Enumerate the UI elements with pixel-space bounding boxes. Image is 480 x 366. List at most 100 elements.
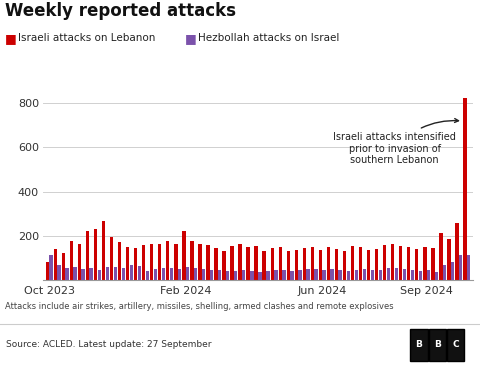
Bar [54,249,57,280]
Bar [46,262,49,280]
Bar [343,251,346,280]
Bar [451,262,455,280]
Bar [102,221,105,280]
Text: C: C [452,340,459,350]
Bar [274,270,277,280]
Bar [367,250,370,280]
Bar [323,270,326,280]
Bar [435,272,438,280]
Bar [246,247,250,280]
Bar [250,271,253,280]
Bar [282,270,286,280]
Bar [162,268,165,280]
Bar [94,229,97,280]
Bar [330,269,334,280]
Bar [271,248,274,280]
Bar [70,241,73,280]
Bar [110,237,113,280]
Bar [347,271,350,280]
Bar [459,255,462,280]
Bar [314,269,318,280]
FancyBboxPatch shape [429,329,446,361]
Bar [306,269,310,280]
Bar [319,250,322,280]
Bar [423,247,427,280]
Bar [97,270,101,280]
Bar [182,231,186,280]
Bar [335,249,338,280]
Bar [299,270,302,280]
Bar [89,268,93,280]
Bar [387,268,390,280]
Bar [206,244,210,280]
Bar [254,246,258,280]
Bar [456,223,459,280]
Bar [375,249,378,280]
Bar [146,271,149,280]
Bar [266,271,270,280]
Bar [351,246,354,280]
Bar [327,247,330,280]
Bar [49,255,53,280]
Bar [150,243,154,280]
Bar [234,271,238,280]
Bar [242,270,245,280]
Bar [338,270,342,280]
Bar [214,248,217,280]
Text: ■: ■ [5,32,16,45]
Bar [419,271,422,280]
Bar [395,268,398,280]
Bar [355,270,358,280]
Text: Weekly reported attacks: Weekly reported attacks [5,2,236,20]
Bar [431,248,434,280]
Bar [439,232,443,280]
Bar [407,247,410,280]
Bar [86,231,89,280]
Text: Source: ACLED. Latest update: 27 September: Source: ACLED. Latest update: 27 Septemb… [6,340,211,350]
FancyBboxPatch shape [447,329,464,361]
Bar [130,265,133,280]
Bar [359,247,362,280]
Bar [403,269,406,280]
Bar [138,266,141,280]
Text: B: B [434,340,441,350]
Text: ■: ■ [185,32,196,45]
Bar [186,267,189,280]
Bar [166,241,169,280]
Bar [61,254,65,280]
Bar [158,243,161,280]
Bar [222,251,226,280]
Bar [106,267,109,280]
Bar [226,271,229,280]
Bar [178,269,181,280]
Bar [290,271,294,280]
Bar [194,268,197,280]
Bar [427,270,430,280]
Bar [263,251,266,280]
Bar [239,243,242,280]
Bar [463,98,467,280]
Bar [278,247,282,280]
Bar [210,270,213,280]
Bar [82,269,85,280]
Bar [411,270,414,280]
Text: Israeli attacks on Lebanon: Israeli attacks on Lebanon [18,33,156,44]
Bar [73,267,77,280]
Bar [295,250,298,280]
Bar [121,268,125,280]
Bar [383,244,386,280]
Bar [126,247,129,280]
Text: Attacks include air strikes, artillery, missiles, shelling, armed clashes and re: Attacks include air strikes, artillery, … [5,302,394,311]
Bar [78,243,81,280]
Bar [134,248,137,280]
Bar [258,272,262,280]
Bar [311,247,314,280]
Bar [118,242,121,280]
Bar [379,270,382,280]
Text: Hezbollah attacks on Israel: Hezbollah attacks on Israel [198,33,340,44]
Bar [170,268,173,280]
Bar [467,255,470,280]
Bar [65,268,69,280]
FancyBboxPatch shape [410,329,428,361]
Bar [190,241,193,280]
